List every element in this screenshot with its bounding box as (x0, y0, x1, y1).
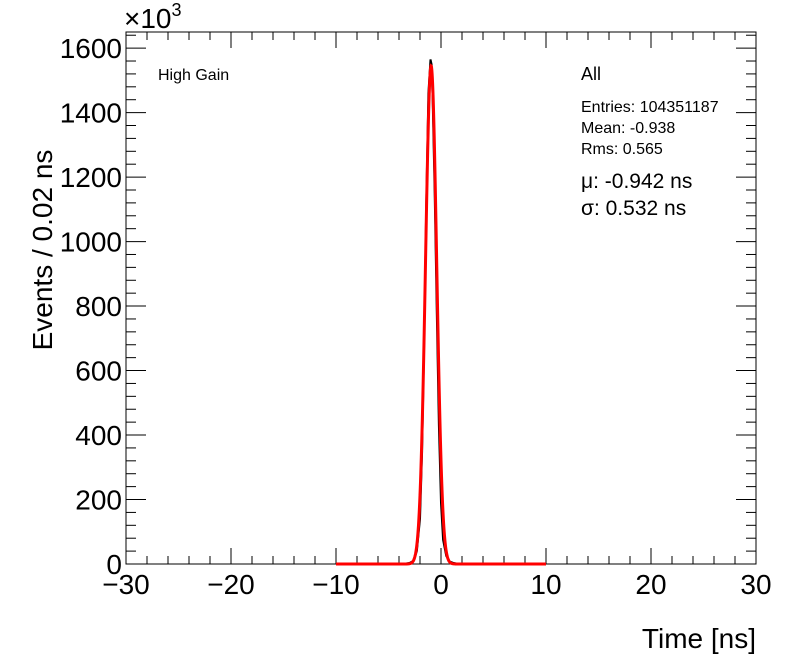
x-axis-label: Time [ns] (642, 623, 756, 654)
y-tick-label: 200 (75, 485, 122, 516)
gaussian-fit-series (336, 63, 546, 566)
y-multiplier-base: ×10 (124, 3, 172, 34)
gain-label: High Gain (158, 67, 229, 84)
y-tick-label: 0 (106, 549, 122, 580)
x-tick-labels: −30 −20 −10 0 10 20 30 (102, 569, 771, 600)
data-series (336, 59, 546, 566)
stats-entries: Entries: 104351187 (581, 99, 719, 116)
fit-mu: μ: -0.942 ns (581, 170, 692, 193)
y-multiplier: ×103 (124, 0, 182, 34)
x-tick-label: −20 (207, 569, 255, 600)
stats-rms: Rms: 0.565 (581, 141, 663, 158)
y-axis-label: Events / 0.02 ns (27, 150, 58, 351)
y-tick-label: 1600 (60, 33, 122, 64)
x-tick-label: −30 (102, 569, 150, 600)
y-tick-label: 1400 (60, 98, 122, 129)
x-tick-label: 10 (530, 569, 561, 600)
y-tick-label: 1000 (60, 227, 122, 258)
y-tick-label: 800 (75, 291, 122, 322)
fit-sigma: σ: 0.532 ns (581, 197, 686, 220)
stats-title: All (581, 64, 601, 84)
y-tick-label: 600 (75, 356, 122, 387)
x-tick-label: 30 (740, 569, 771, 600)
axis-ticks (125, 32, 757, 565)
y-tick-label: 400 (75, 420, 122, 451)
y-multiplier-exponent: 3 (172, 0, 182, 20)
stats-mean: Mean: -0.938 (581, 120, 675, 137)
x-tick-label: −10 (312, 569, 360, 600)
y-tick-label: 1200 (60, 162, 122, 193)
x-tick-label: 0 (433, 569, 449, 600)
y-tick-labels: 0 200 400 600 800 1000 1200 1400 1600 (60, 33, 122, 580)
x-tick-label: 20 (635, 569, 666, 600)
